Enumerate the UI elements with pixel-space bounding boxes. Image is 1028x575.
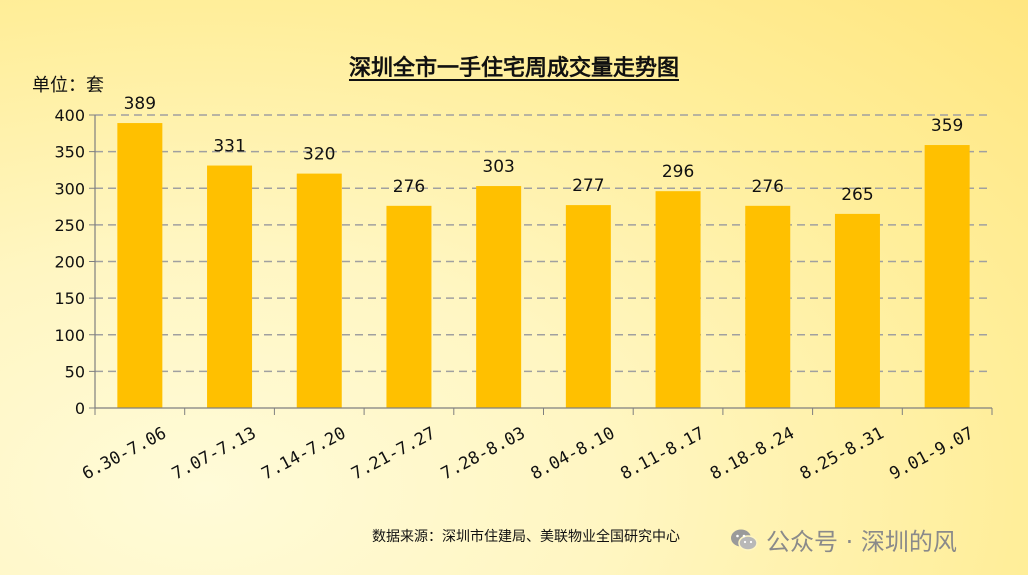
x-tick-label: 7.14-7.20: [259, 423, 350, 484]
bar: [296, 173, 342, 408]
y-tick-label: 50: [65, 362, 85, 381]
data-label: 331: [213, 137, 245, 157]
bar: [386, 205, 432, 408]
x-tick-label: 7.21-7.27: [348, 423, 439, 484]
wechat-icon: [731, 529, 758, 551]
data-label: 303: [482, 157, 514, 177]
data-label: 389: [124, 94, 156, 114]
brand-text: 公众号 · 深圳的风: [766, 528, 957, 556]
y-tick-label: 0: [75, 399, 85, 418]
x-tick-label: 8.25-8.31: [797, 423, 888, 484]
x-tick-label: 9.01-9.07: [886, 423, 977, 484]
y-tick-label: 350: [54, 143, 85, 162]
y-tick-label: 300: [54, 179, 85, 198]
y-tick-label: 100: [54, 326, 85, 345]
x-tick-label: 7.28-8.03: [438, 423, 529, 484]
data-label: 276: [393, 177, 425, 197]
x-tick-label: 6.30-7.06: [79, 423, 170, 484]
bar: [745, 205, 791, 408]
y-tick-label: 250: [54, 216, 85, 235]
source-note: 数据来源：深圳市住建局、美联物业全国研究中心: [372, 529, 680, 545]
bar: [117, 123, 163, 409]
y-tick-label: 150: [54, 289, 85, 308]
bar: [207, 165, 253, 408]
bar: [655, 191, 701, 408]
data-label: 277: [572, 176, 604, 196]
x-tick-label: 8.04-8.10: [528, 423, 619, 484]
y-tick-label: 400: [54, 106, 85, 125]
axes: [89, 114, 993, 415]
bar: [476, 186, 522, 408]
data-label: 320: [303, 145, 335, 165]
chart-title: 深圳全市一手住宅周成交量走势图: [348, 56, 679, 81]
data-label: 359: [931, 116, 963, 136]
y-tick-label: 200: [54, 253, 85, 272]
data-label: 265: [841, 185, 873, 205]
bar: [924, 145, 970, 408]
bar: [565, 205, 611, 408]
x-tick-label: 8.18-8.24: [707, 423, 798, 484]
x-tick-label: 8.11-8.17: [617, 423, 708, 484]
x-tick-label: 7.07-7.13: [169, 423, 260, 484]
brand-watermark: 公众号 · 深圳的风: [730, 522, 957, 557]
data-label: 296: [662, 162, 694, 182]
unit-label: 单位：套: [32, 75, 104, 96]
data-label: 276: [752, 177, 784, 197]
bar: [834, 213, 880, 408]
bars: [117, 123, 970, 409]
